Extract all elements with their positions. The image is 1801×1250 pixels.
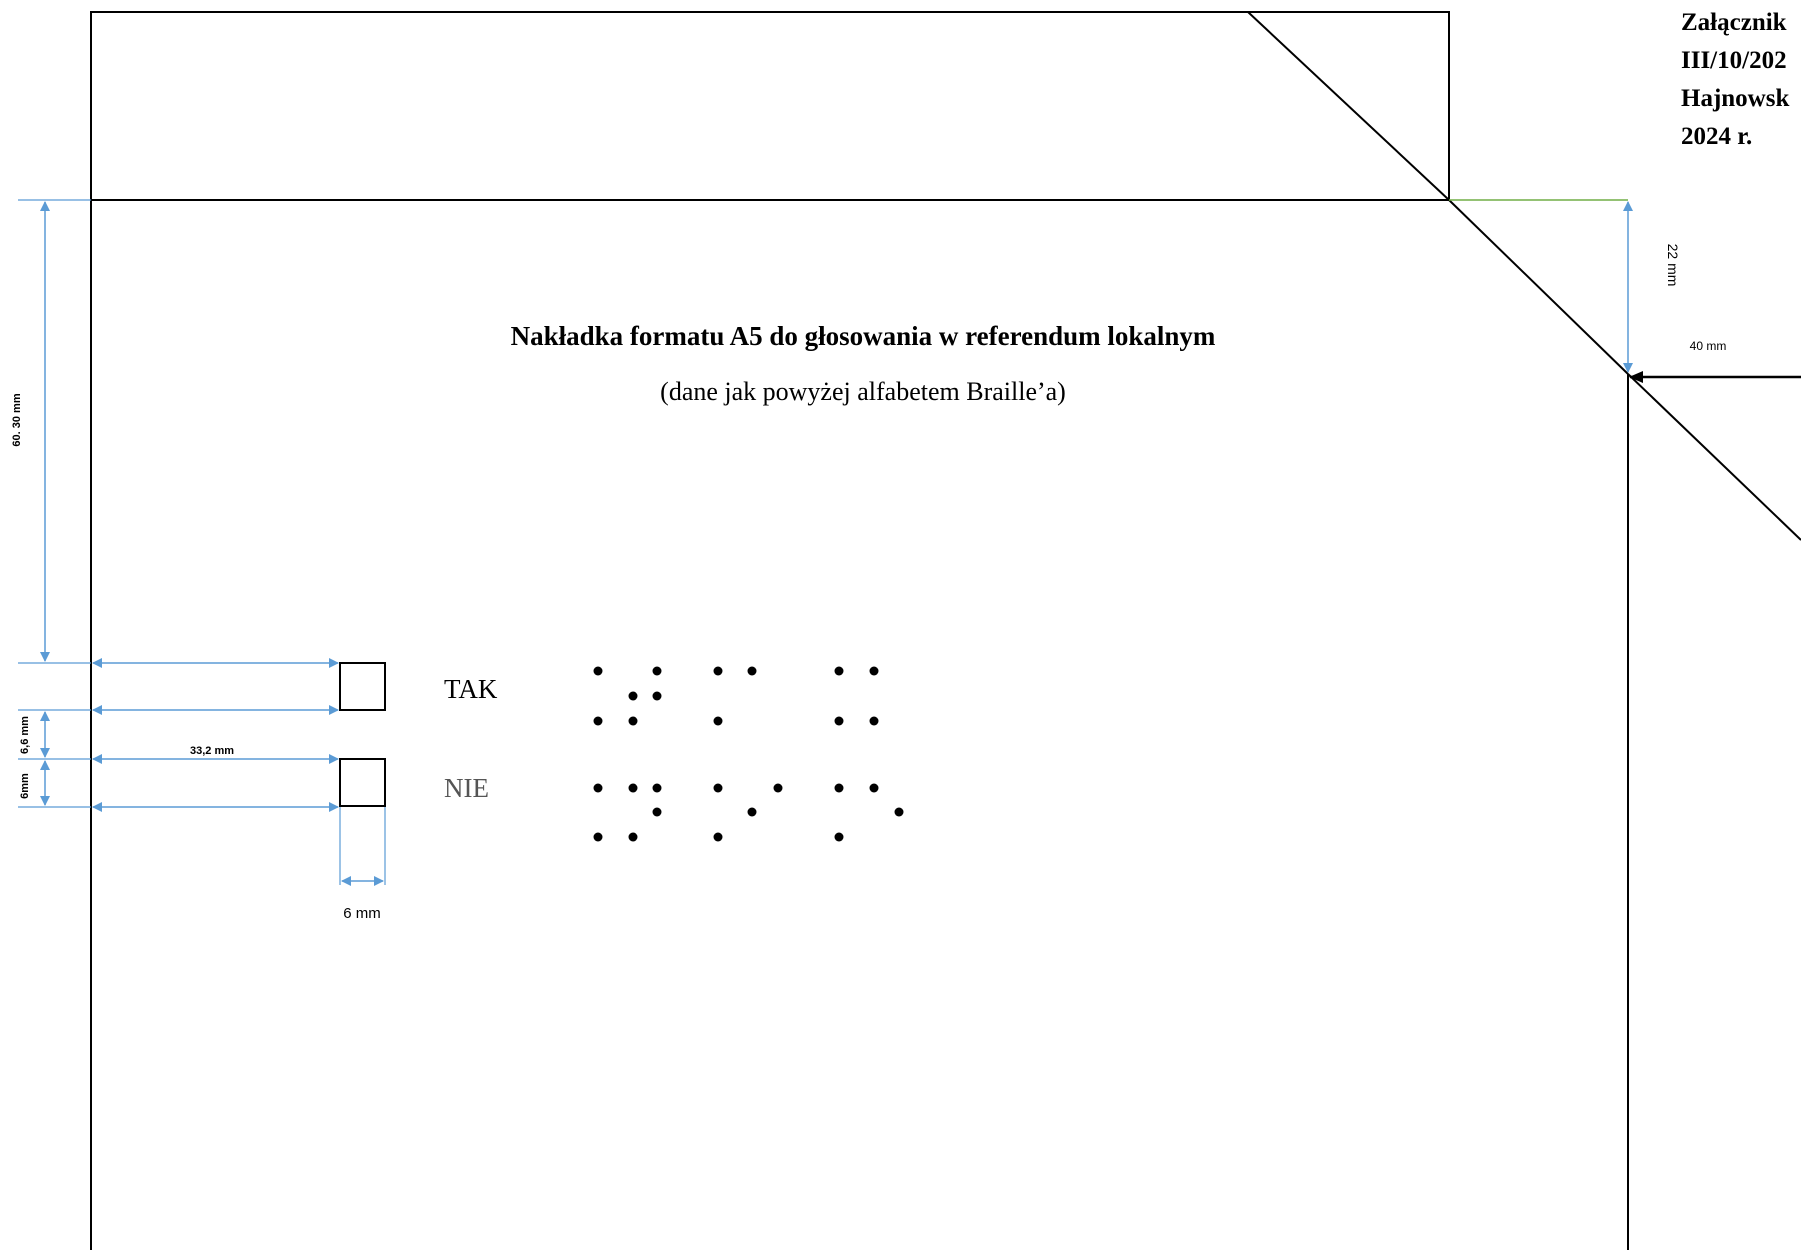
overlay-subtitle: (dane jak powyżej alfabetem Braille’a) xyxy=(660,377,1066,406)
braille-text-tak: ⠞⠁⠅ xyxy=(1000,698,1004,701)
right-offset-label: 40 mm xyxy=(1690,339,1727,353)
top-offset-label: 60. 30 mm xyxy=(11,393,23,446)
top-flap xyxy=(90,11,1450,201)
attachment-line-2: III/10/202 xyxy=(1681,47,1787,74)
attachment-line-3: Hajnowsk xyxy=(1681,85,1789,112)
box-height-label: 6mm xyxy=(19,773,31,799)
overlay-sheet xyxy=(90,199,1801,1250)
cut-top-label: 22 mm xyxy=(1665,244,1681,287)
box-width-label: 6 mm xyxy=(343,905,381,922)
attachment-note: Załącznik III/10/202 Hajnowsk 2024 r. xyxy=(1681,9,1789,150)
left-offset-dimension-lines xyxy=(92,658,339,812)
checkbox-nie[interactable] xyxy=(339,758,386,807)
attachment-line-4: 2024 r. xyxy=(1681,123,1752,150)
left-offset-label: 33,2 mm xyxy=(190,745,234,757)
extension-lines xyxy=(18,199,386,885)
overlay-title: Nakładka formatu A5 do głosowania w refe… xyxy=(511,321,1216,351)
attachment-line-1: Załącznik xyxy=(1681,9,1787,36)
checkbox-tak[interactable] xyxy=(339,662,386,711)
braille-dots xyxy=(593,666,904,842)
box-spacing-label: 6,6 mm xyxy=(19,716,31,754)
option-label-tak: TAK xyxy=(444,674,498,704)
braille-text-nie: ⠝⠊⠑ xyxy=(1000,798,1005,801)
option-label-nie: NIE xyxy=(444,773,489,803)
